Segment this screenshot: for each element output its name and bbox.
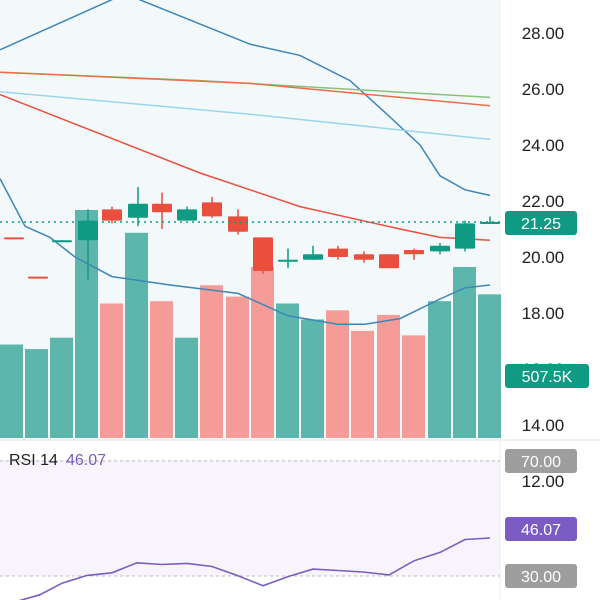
volume-bar <box>125 232 148 438</box>
ma-red-line <box>0 93 491 241</box>
volume-bar <box>377 314 400 438</box>
candle-body <box>404 250 424 255</box>
candle-body <box>228 216 248 232</box>
candle-body <box>152 203 172 213</box>
volume-bar <box>75 210 98 438</box>
rsi-line <box>18 537 491 600</box>
candle <box>379 254 399 269</box>
candle-body <box>253 237 273 271</box>
rsi-title-value: 46.07 <box>66 452 106 469</box>
candle <box>480 216 500 224</box>
volume-bar <box>453 267 476 438</box>
candle-body <box>202 202 222 217</box>
candle <box>4 237 24 240</box>
volume-badge: 507.5K <box>505 364 589 388</box>
last-price-badge-bg <box>505 211 577 235</box>
price-axis: 28.0026.0024.0022.0020.0018.0016.0014.00… <box>522 24 565 491</box>
volume-bar <box>251 267 274 438</box>
price-tick-label: 28.00 <box>522 24 565 43</box>
candle <box>177 206 197 221</box>
volume-bar <box>402 335 425 438</box>
rsi-level-badge-text: 70.00 <box>521 454 561 471</box>
candle <box>228 209 248 235</box>
bollinger-upper-line <box>0 0 491 197</box>
rsi-level-badge-text: 30.00 <box>521 569 561 586</box>
candle <box>102 206 122 224</box>
ma-orange-line <box>0 71 491 107</box>
candle-body <box>480 222 500 224</box>
candle-body <box>430 245 450 252</box>
volume-badge-bg <box>505 364 589 388</box>
price-tick-label: 18.00 <box>522 304 565 323</box>
candle-body <box>379 254 399 269</box>
candle <box>202 196 222 218</box>
last-price-badge: 21.25 <box>505 211 577 235</box>
price-tick-label: 22.00 <box>522 192 565 211</box>
candle <box>52 240 72 243</box>
candle-body <box>278 259 298 262</box>
volume-bar <box>200 285 223 438</box>
rsi-level-badge-bg <box>505 564 577 588</box>
candle <box>455 220 475 252</box>
rsi-band-fill <box>0 460 500 576</box>
candle <box>328 245 348 260</box>
volume-bar <box>301 319 324 438</box>
volume-layer <box>0 210 501 438</box>
candle <box>303 245 323 260</box>
candle-body <box>354 254 374 260</box>
rsi-value-badge-text: 46.07 <box>521 522 561 539</box>
candle-body <box>455 223 475 249</box>
rsi-line-layer <box>18 537 491 600</box>
candle-body <box>128 203 148 218</box>
candle <box>404 248 424 260</box>
candle-body <box>28 276 48 279</box>
candle <box>128 187 148 227</box>
price-tick-label: 20.00 <box>522 248 565 267</box>
price-tick-label: 14.00 <box>522 416 565 435</box>
price-tick-label: 12.00 <box>522 472 565 491</box>
candle-body <box>102 209 122 221</box>
candle <box>253 237 273 274</box>
volume-bar <box>25 349 48 438</box>
rsi-title: RSI 14 <box>9 452 58 469</box>
overlay-layer <box>0 0 491 325</box>
ma-lightblue-line <box>0 91 491 141</box>
volume-bar <box>100 303 123 438</box>
volume-bar <box>478 294 501 438</box>
rsi-level-badge-bg <box>505 449 577 473</box>
rsi-title-group: RSI 14 46.07 <box>9 452 106 469</box>
candle <box>430 243 450 255</box>
candle <box>152 192 172 229</box>
candle <box>278 248 298 269</box>
candle-body <box>303 254 323 260</box>
price-tick-label: 26.00 <box>522 80 565 99</box>
volume-bar <box>50 337 73 438</box>
candle-body <box>177 209 197 221</box>
rsi-value-badge: 46.07 <box>505 517 577 541</box>
candle-body <box>328 248 348 257</box>
volume-bar <box>0 344 23 438</box>
candle <box>78 209 98 280</box>
candle-body <box>78 220 98 241</box>
candle-layer <box>4 187 500 280</box>
volume-bar <box>175 337 198 438</box>
rsi-levels: 70.00 30.00 <box>0 449 577 588</box>
volume-bar <box>428 301 451 438</box>
rsi-value-badge-bg <box>505 517 577 541</box>
volume-bar <box>226 296 249 438</box>
volume-bar <box>150 301 173 438</box>
candle <box>354 251 374 263</box>
candle <box>28 276 48 279</box>
candle-body <box>52 240 72 243</box>
volume-bar <box>351 330 374 438</box>
candle-body <box>4 237 24 240</box>
volume-badge-text: 507.5K <box>522 369 573 386</box>
volume-bar <box>326 310 349 438</box>
price-tick-label: 24.00 <box>522 136 565 155</box>
volume-bar <box>276 303 299 438</box>
last-price-badge-text: 21.25 <box>521 216 561 233</box>
